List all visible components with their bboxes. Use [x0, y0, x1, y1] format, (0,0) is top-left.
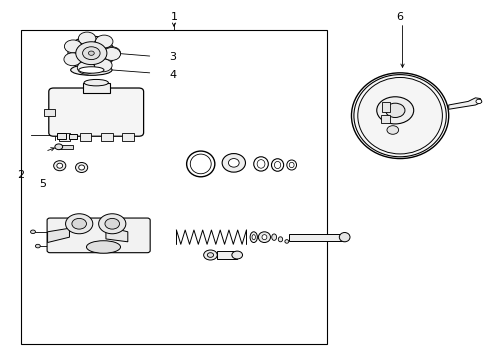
Ellipse shape	[30, 230, 35, 234]
Circle shape	[72, 219, 86, 229]
Circle shape	[77, 61, 95, 74]
Bar	[21, 30, 326, 344]
Circle shape	[64, 40, 81, 53]
Ellipse shape	[228, 158, 239, 167]
Text: 4: 4	[169, 69, 176, 80]
Polygon shape	[106, 226, 127, 242]
Text: 3: 3	[169, 52, 176, 62]
Ellipse shape	[339, 233, 349, 242]
Circle shape	[65, 214, 93, 234]
Bar	[44, 109, 55, 116]
Circle shape	[95, 35, 113, 48]
Text: 1: 1	[170, 13, 177, 22]
Ellipse shape	[86, 241, 120, 253]
Ellipse shape	[251, 235, 255, 240]
Ellipse shape	[222, 154, 245, 172]
Ellipse shape	[186, 151, 214, 177]
Ellipse shape	[249, 232, 257, 243]
Bar	[101, 133, 113, 140]
Ellipse shape	[257, 159, 264, 168]
Text: 2: 2	[17, 170, 24, 180]
Circle shape	[88, 51, 94, 55]
Bar	[80, 133, 91, 140]
Circle shape	[64, 53, 81, 66]
Circle shape	[76, 42, 107, 64]
Text: 6: 6	[396, 13, 403, 22]
Circle shape	[94, 59, 112, 72]
Bar	[122, 133, 133, 140]
Ellipse shape	[75, 162, 87, 172]
Circle shape	[103, 47, 120, 60]
Circle shape	[376, 97, 413, 124]
Circle shape	[385, 103, 404, 117]
Ellipse shape	[271, 234, 276, 240]
Circle shape	[82, 47, 100, 60]
Bar	[69, 134, 77, 139]
Ellipse shape	[271, 159, 283, 171]
Bar	[380, 115, 389, 123]
Bar	[59, 145, 73, 149]
Text: 5: 5	[39, 179, 46, 189]
Ellipse shape	[351, 73, 448, 158]
Ellipse shape	[253, 157, 268, 171]
Ellipse shape	[54, 161, 66, 171]
Ellipse shape	[35, 244, 40, 248]
Circle shape	[68, 36, 115, 70]
Circle shape	[386, 126, 398, 134]
Ellipse shape	[71, 64, 112, 75]
Ellipse shape	[79, 67, 104, 73]
Circle shape	[105, 219, 119, 229]
Ellipse shape	[207, 253, 213, 257]
Ellipse shape	[286, 160, 296, 170]
Ellipse shape	[475, 99, 481, 104]
Ellipse shape	[274, 161, 280, 168]
Ellipse shape	[278, 237, 282, 242]
Ellipse shape	[203, 250, 217, 260]
Ellipse shape	[84, 80, 108, 86]
FancyBboxPatch shape	[47, 218, 150, 253]
Ellipse shape	[285, 240, 288, 243]
Bar	[82, 83, 109, 93]
Ellipse shape	[258, 232, 270, 243]
Ellipse shape	[288, 162, 293, 168]
Ellipse shape	[231, 251, 242, 259]
Bar	[288, 234, 344, 241]
Ellipse shape	[79, 165, 84, 170]
Bar	[57, 133, 66, 139]
Circle shape	[103, 48, 120, 60]
Circle shape	[78, 32, 96, 45]
Bar	[59, 133, 70, 140]
Polygon shape	[47, 228, 69, 243]
Ellipse shape	[357, 77, 442, 154]
Polygon shape	[448, 98, 481, 109]
Circle shape	[99, 214, 125, 234]
Bar	[381, 102, 389, 112]
FancyBboxPatch shape	[49, 88, 143, 136]
Ellipse shape	[57, 163, 62, 168]
Ellipse shape	[262, 235, 266, 240]
Ellipse shape	[190, 154, 211, 174]
Bar	[216, 251, 237, 258]
Ellipse shape	[55, 144, 62, 150]
Ellipse shape	[353, 75, 446, 157]
